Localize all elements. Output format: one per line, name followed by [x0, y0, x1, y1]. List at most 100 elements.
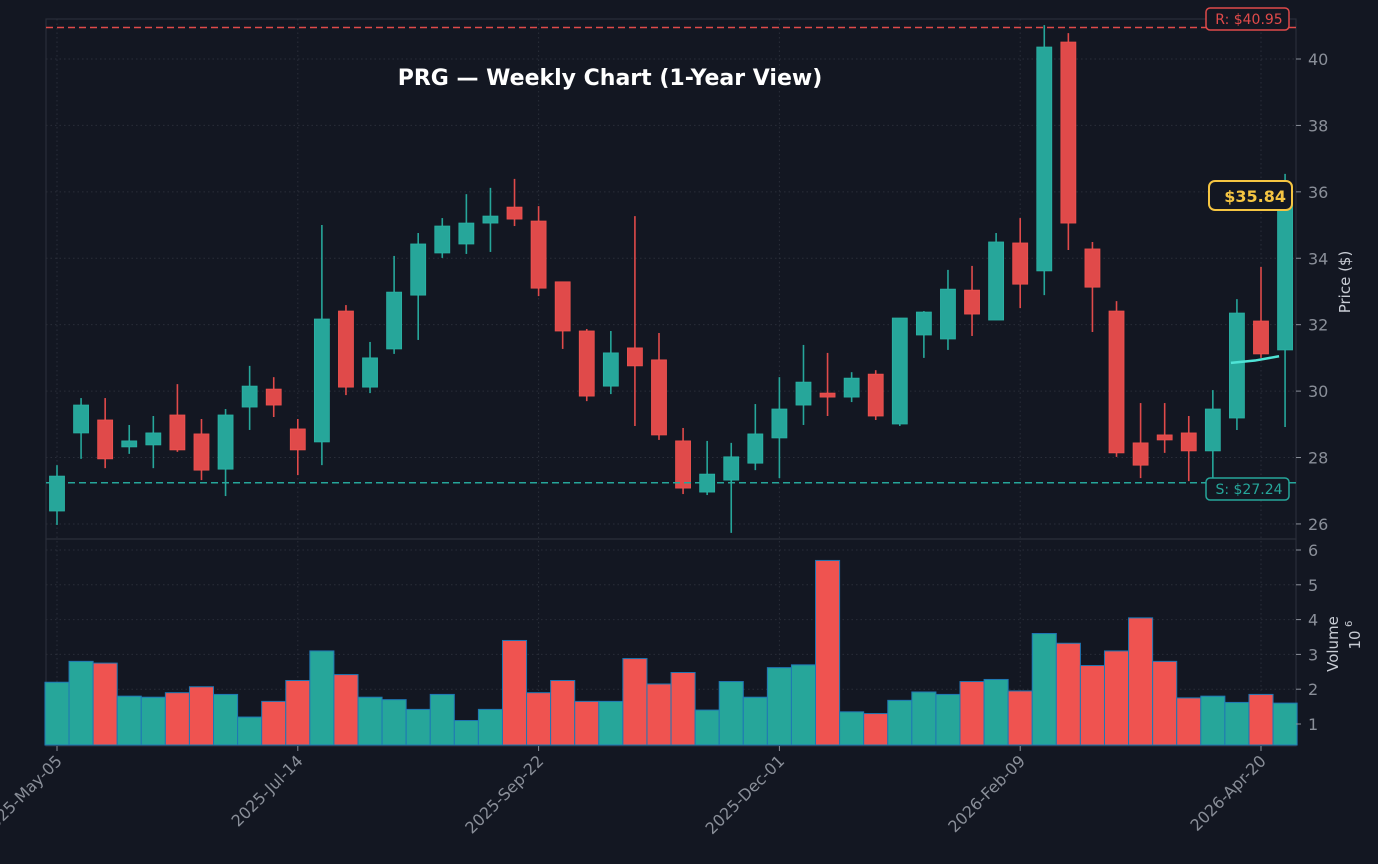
candle-body: [1060, 41, 1077, 224]
volume-bar: [863, 713, 889, 746]
volume-bar: [188, 686, 215, 746]
candle-body: [891, 317, 908, 425]
volume-bar: [959, 681, 985, 746]
resistance-label: R: $40.95: [1205, 7, 1290, 31]
candle-body: [289, 428, 306, 451]
candle-body: [73, 404, 89, 434]
volume-bar: [815, 559, 841, 746]
volume-bar: [237, 716, 263, 746]
support-label-text: S: $27.24: [1215, 482, 1282, 498]
volume-bars: [44, 559, 1298, 746]
volume-bar: [68, 660, 94, 746]
volume-bar: [1055, 642, 1081, 746]
volume-bar: [1224, 701, 1250, 746]
candle-body: [1180, 432, 1197, 452]
candle-body: [627, 347, 643, 367]
volume-bar: [44, 681, 70, 746]
volume-bar: [1079, 665, 1105, 746]
support-label: S: $27.24: [1205, 477, 1290, 501]
volume-tick-label: 1: [1308, 715, 1318, 734]
price-tick-label: 30: [1308, 382, 1328, 401]
volume-bar: [381, 699, 407, 746]
volume-bar: [1103, 650, 1130, 746]
volume-multiplier-exponent: 6: [1344, 621, 1355, 627]
volume-tick-label: 2: [1308, 680, 1318, 699]
resistance-label-text: R: $40.95: [1215, 12, 1282, 28]
candle-body: [97, 419, 114, 460]
candle-body: [651, 359, 667, 436]
candle-body: [338, 310, 354, 388]
volume-tick-label: 6: [1308, 541, 1318, 560]
volume-panel-frame: [45, 538, 1297, 747]
candle-body: [1132, 442, 1149, 466]
volume-bar: [405, 708, 431, 746]
volume-bar: [116, 695, 142, 746]
volume-bar: [1152, 660, 1178, 746]
candle-body: [1229, 312, 1245, 419]
volume-bar: [1248, 693, 1274, 746]
candle-body: [506, 206, 523, 220]
candle-body: [458, 222, 475, 245]
volume-bar: [1200, 695, 1226, 746]
candle-body: [723, 456, 740, 481]
volume-bar: [1176, 697, 1202, 746]
volume-bar: [622, 658, 648, 746]
volume-bar: [309, 650, 335, 746]
candle-body: [843, 377, 860, 398]
candles: [49, 25, 1293, 533]
price-tick-label: 28: [1308, 449, 1328, 468]
volume-bar: [1007, 690, 1033, 746]
candle-body: [578, 330, 595, 397]
candle-body: [1012, 242, 1029, 285]
volume-bar: [598, 700, 624, 746]
candle-body: [434, 225, 451, 254]
candle-body: [49, 475, 65, 512]
volume-bar: [790, 664, 817, 746]
candle-body: [867, 373, 884, 417]
candle-body: [675, 440, 691, 489]
volume-bar: [213, 693, 239, 746]
volume-bar: [574, 700, 600, 746]
volume-bar: [935, 693, 961, 746]
candle-body: [915, 311, 932, 336]
candle-body: [217, 414, 234, 470]
volume-bar: [477, 708, 503, 746]
candle-body: [482, 215, 499, 224]
candle-body: [145, 432, 162, 446]
volume-tick-label: 5: [1308, 576, 1318, 595]
price-axis-label: Price ($): [1336, 251, 1354, 314]
price-tick-label: 38: [1308, 116, 1328, 135]
volume-bar: [285, 680, 311, 746]
volume-multiplier: 10 6: [1344, 621, 1364, 650]
volume-bar: [550, 680, 576, 746]
resistance-label-box: [1205, 7, 1290, 31]
volume-bar: [887, 699, 913, 746]
volume-bar: [911, 691, 937, 746]
volume-bar: [983, 678, 1009, 746]
support-resistance-lines: [46, 26, 1296, 484]
price-tick-label: 26: [1308, 515, 1328, 534]
candle-body: [410, 243, 427, 296]
volume-tick-label: 4: [1308, 611, 1318, 630]
candle-body: [819, 392, 836, 398]
volume-multiplier-base: 10: [1346, 630, 1364, 649]
candle-body: [1108, 310, 1125, 454]
candle-body: [313, 318, 330, 443]
support-label-box: [1205, 477, 1290, 501]
last-price-box: [1208, 180, 1293, 211]
candle-body: [362, 357, 378, 388]
volume-bar: [429, 693, 455, 746]
volume-bar: [742, 696, 768, 746]
candle-body: [747, 433, 764, 464]
chart-title: PRG — Weekly Chart (1-Year View): [398, 66, 823, 91]
volume-bar: [261, 700, 287, 746]
volume-bar: [1128, 617, 1154, 746]
volume-panel: [45, 538, 1297, 747]
volume-bar: [670, 671, 696, 746]
volume-bar: [526, 692, 552, 746]
candle-body: [771, 408, 788, 439]
volume-bar: [333, 674, 359, 746]
candle-body: [1084, 248, 1101, 288]
volume-bar: [357, 696, 383, 746]
volume-bar: [839, 711, 865, 746]
